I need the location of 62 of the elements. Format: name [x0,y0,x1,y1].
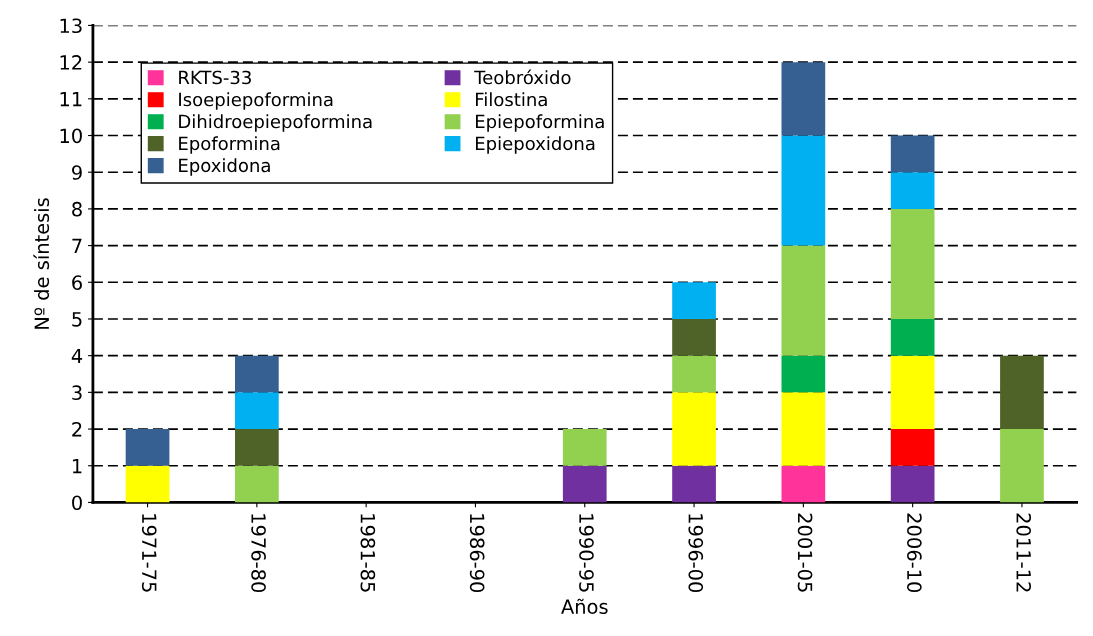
y-tick-label: 11 [60,92,82,107]
bar [890,318,935,356]
bar [125,429,170,466]
bar [890,429,935,466]
bar [781,245,826,356]
bar [781,465,826,503]
y-tick-label: 8 [72,201,82,217]
bar [890,208,935,319]
bar [234,429,279,466]
legend-label: Epiepoformina [476,114,604,132]
x-tick-label: 1996-00 [688,514,704,593]
x-tick-label: 1981-85 [360,514,376,592]
x-tick-label: 1971-75 [141,514,157,592]
bar [1000,355,1044,430]
y-tick-label: 4 [71,348,83,364]
y-tick-label: 7 [72,238,82,253]
legend-label: Epoformina [179,136,280,154]
x-tick-label: 2001-05 [797,513,813,592]
legend-label: Filostina [476,92,547,107]
bar [234,465,279,503]
bar [1000,429,1044,503]
y-tick-label: 10 [60,128,82,144]
bar [125,465,170,503]
y-tick-label: 12 [60,55,82,70]
bar [562,429,607,466]
bar [781,355,826,393]
bar [672,318,716,356]
x-tick-label: 1986-90 [469,514,485,593]
y-axis-title: Nº de síntesis [33,198,50,329]
bar [890,135,935,173]
legend-label: Isoepiepoformina [179,92,333,110]
bar [672,355,716,393]
y-tick-label: 9 [72,165,82,180]
y-tick-label: 5 [72,312,82,327]
x-tick-label: 1976-80 [251,514,266,593]
x-tick-label: 2006-10 [907,513,922,593]
y-tick-label: 6 [72,275,82,290]
bar [781,62,826,136]
bar [672,282,716,319]
bar [234,355,279,393]
y-tick-label: 3 [72,385,82,401]
y-tick-label: 13 [60,18,82,34]
legend-label: Epoxidona [179,158,270,176]
legend-label: RKTS-33 [179,70,251,85]
bar [890,465,935,503]
y-tick-label: 0 [72,495,82,511]
x-tick-label: 1990-95 [579,514,594,592]
bar [890,355,935,430]
bar [562,465,607,503]
bar [672,392,716,466]
bar [781,392,826,466]
legend-label: Epiepoxidona [476,136,595,154]
y-tick-label: 1 [72,458,82,474]
bar [234,392,279,430]
bar [781,135,826,246]
legend-label: Teobróxido [474,69,571,85]
legend-label: Dihidroepiepoformina [179,114,372,132]
bar [672,465,716,503]
x-axis-title: Años [561,598,608,615]
bar [890,172,935,209]
x-tick-label: 2011-12 [1016,513,1032,592]
y-tick-label: 2 [72,422,82,437]
